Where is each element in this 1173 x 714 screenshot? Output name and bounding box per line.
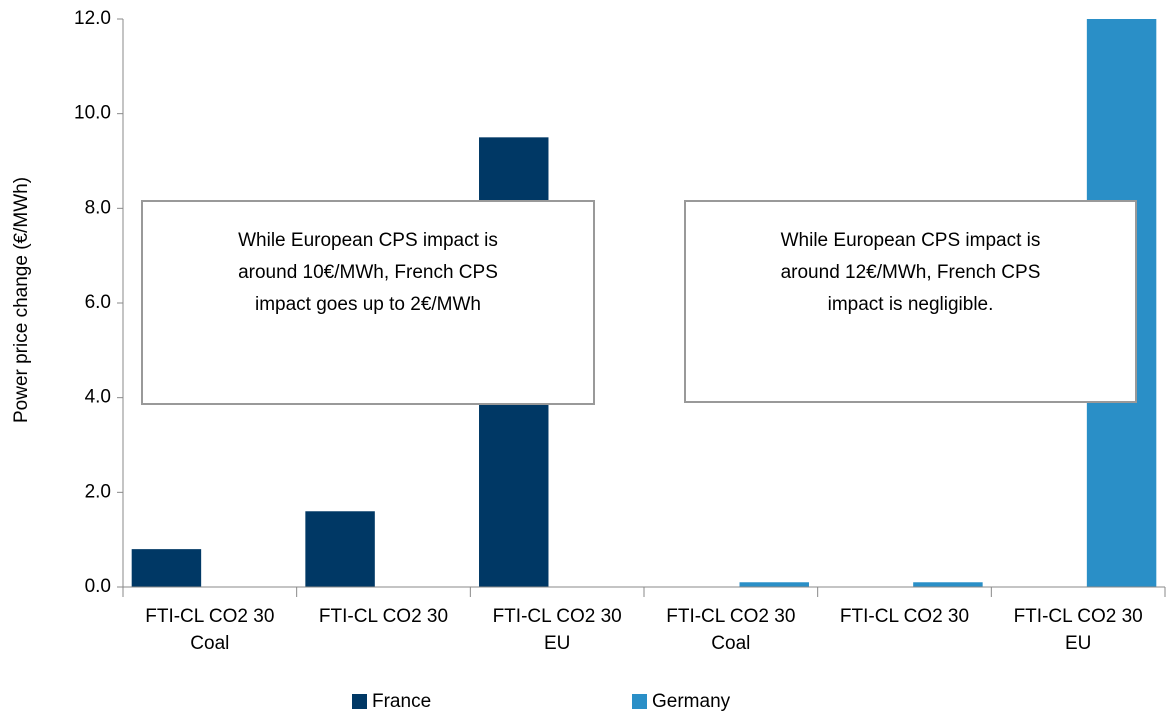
x-tick-label: Coal bbox=[190, 633, 229, 654]
bar bbox=[131, 549, 202, 587]
x-tick-label: FTI-CL CO2 30 bbox=[493, 606, 622, 627]
x-tick-label: FTI-CL CO2 30 bbox=[840, 606, 969, 627]
y-tick-label: 4.0 bbox=[85, 387, 111, 408]
legend-swatch bbox=[352, 694, 367, 709]
y-tick-label: 0.0 bbox=[85, 576, 111, 597]
y-tick-label: 8.0 bbox=[85, 197, 111, 218]
annotation-text: impact goes up to 2€/MWh bbox=[255, 294, 481, 315]
x-tick-label: EU bbox=[544, 633, 570, 654]
annotation-box bbox=[684, 200, 1137, 403]
annotation-text: While European CPS impact is bbox=[781, 230, 1041, 251]
bar bbox=[739, 582, 809, 587]
y-axis-label: Power price change (€/MWh) bbox=[11, 177, 32, 423]
bar bbox=[305, 511, 375, 587]
x-tick-label: EU bbox=[1065, 633, 1091, 654]
annotation-text: around 12€/MWh, French CPS bbox=[781, 262, 1041, 283]
bar bbox=[913, 582, 983, 587]
y-tick-label: 10.0 bbox=[74, 103, 111, 124]
x-tick-label: FTI-CL CO2 30 bbox=[666, 606, 795, 627]
x-tick-label: FTI-CL CO2 30 bbox=[1014, 606, 1143, 627]
annotation-text: impact is negligible. bbox=[828, 294, 994, 315]
x-tick-label: FTI-CL CO2 30 bbox=[319, 606, 448, 627]
legend-swatch bbox=[632, 694, 647, 709]
legend-label: France bbox=[372, 691, 431, 712]
y-tick-label: 12.0 bbox=[74, 8, 111, 29]
annotation-box bbox=[141, 200, 595, 405]
annotation-text: While European CPS impact is bbox=[238, 230, 498, 251]
y-tick-label: 2.0 bbox=[85, 481, 111, 502]
annotation-text: around 10€/MWh, French CPS bbox=[238, 262, 498, 283]
y-tick-label: 6.0 bbox=[85, 292, 111, 313]
x-tick-label: Coal bbox=[711, 633, 750, 654]
x-tick-label: FTI-CL CO2 30 bbox=[145, 606, 274, 627]
legend-label: Germany bbox=[652, 691, 731, 712]
